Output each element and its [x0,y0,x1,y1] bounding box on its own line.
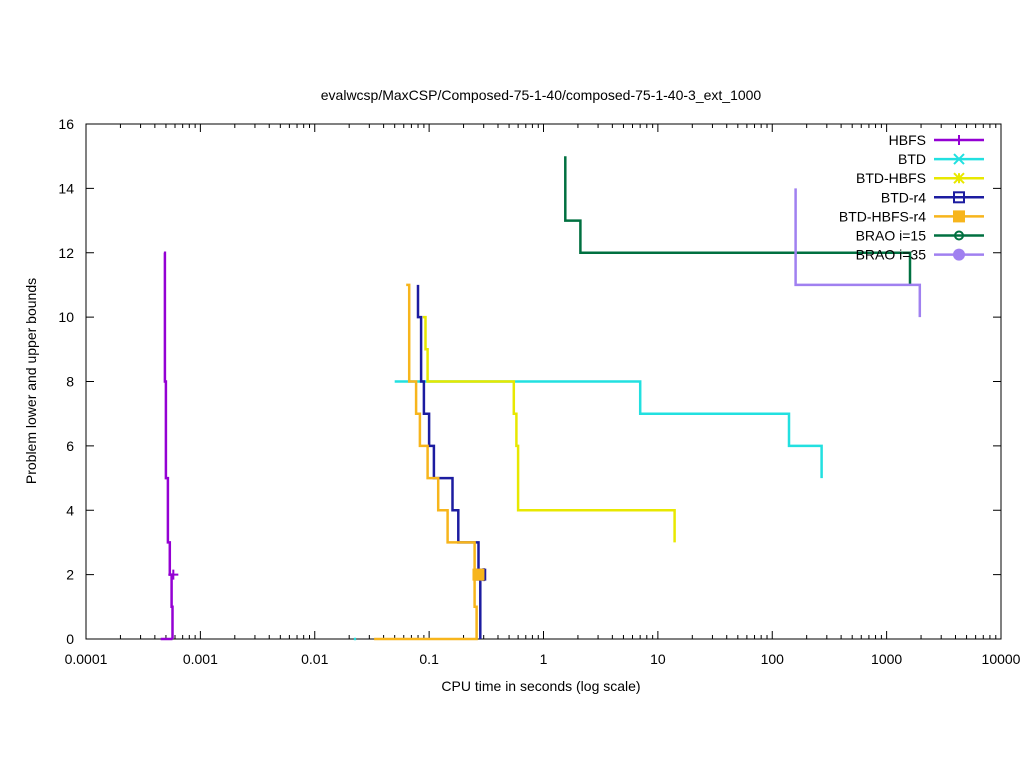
x-axis: 0.0001 0.001 0.01 0.1 1 10 100 1000 10000 [65,124,1021,667]
legend-marker-brao-i-15 [954,230,964,241]
y-tick-label: 16 [58,116,74,132]
x-tick-label: 1000 [871,651,902,667]
series-btd-hbfs-r4 [374,283,485,641]
legend-label: BTD [898,151,926,167]
series-brao-i-15 [564,156,912,285]
y-tick-label: 0 [66,631,74,647]
series-btd-hbfs [422,315,676,543]
legend-marker-btd-hbfs-r4 [953,210,965,223]
x-axis-title: CPU time in seconds (log scale) [441,678,640,694]
series-hbfs [160,251,179,641]
series-marker-hbfs [168,569,179,580]
series-line-brao-i-35 [794,188,922,318]
x-tick-label: 0.1 [419,651,439,667]
series-brao-i-35 [794,188,922,318]
legend-label: BTD-HBFS-r4 [839,208,926,224]
legend-marker-btd-hbfs [953,172,965,184]
y-axis: 0 2 4 6 8 10 12 14 16 [58,116,1001,647]
x-tick-label: 100 [761,651,785,667]
series-line-btd-r4 [416,284,482,639]
x-tick-label: 10 [650,651,666,667]
legend-marker-btd-r4 [953,191,965,204]
legend-label: BTD-r4 [881,189,926,205]
legend-item-btd-hbfs-r4: BTD-HBFS-r4 [839,208,984,224]
legend-item-brao-i-15: BRAO i=15 [856,228,984,244]
series-line-brao-i-15 [564,156,912,285]
legend-item-btd-r4: BTD-r4 [881,189,984,205]
legend-item-brao-i-35: BRAO i=35 [856,247,984,263]
y-tick-label: 4 [66,502,74,518]
legend-label: HBFS [889,132,926,148]
series-btd [353,380,823,641]
y-tick-label: 6 [66,438,74,454]
y-tick-label: 14 [58,180,74,196]
series-line-btd [394,380,823,479]
series-line-hbfs [163,251,174,639]
y-tick-label: 10 [58,309,74,325]
legend-label: BRAO i=15 [856,228,927,244]
legend-label: BTD-HBFS [856,170,926,186]
x-tick-label: 0.0001 [65,651,108,667]
x-tick-label: 1 [540,651,548,667]
legend-label: BRAO i=35 [856,247,927,263]
legend-marker-brao-i-35 [953,248,965,261]
y-tick-label: 2 [66,567,74,583]
chart-title: evalwcsp/MaxCSP/Composed-75-1-40/compose… [321,87,762,103]
series-line-btd-hbfs [422,315,676,543]
legend: HBFS BTD BTD-HBFS BTD-r4 BTD-HBFS-r4 BRAO i=1… [839,132,984,263]
series-line-btd-hbfs-r4 [374,283,478,641]
series-layer [160,156,922,641]
legend-item-hbfs: HBFS [889,132,984,148]
y-axis-title: Problem lower and upper bounds [23,278,39,484]
series-marker-btd-hbfs-r4 [472,568,485,581]
x-tick-label: 10000 [982,651,1021,667]
x-tick-label: 0.001 [183,651,218,667]
legend-marker-hbfs [954,135,964,145]
y-tick-label: 8 [66,374,74,390]
x-tick-label: 0.01 [301,651,328,667]
legend-item-btd: BTD [898,151,984,167]
legend-marker-btd [953,153,965,165]
y-tick-label: 12 [58,245,74,261]
legend-item-btd-hbfs: BTD-HBFS [856,170,984,186]
